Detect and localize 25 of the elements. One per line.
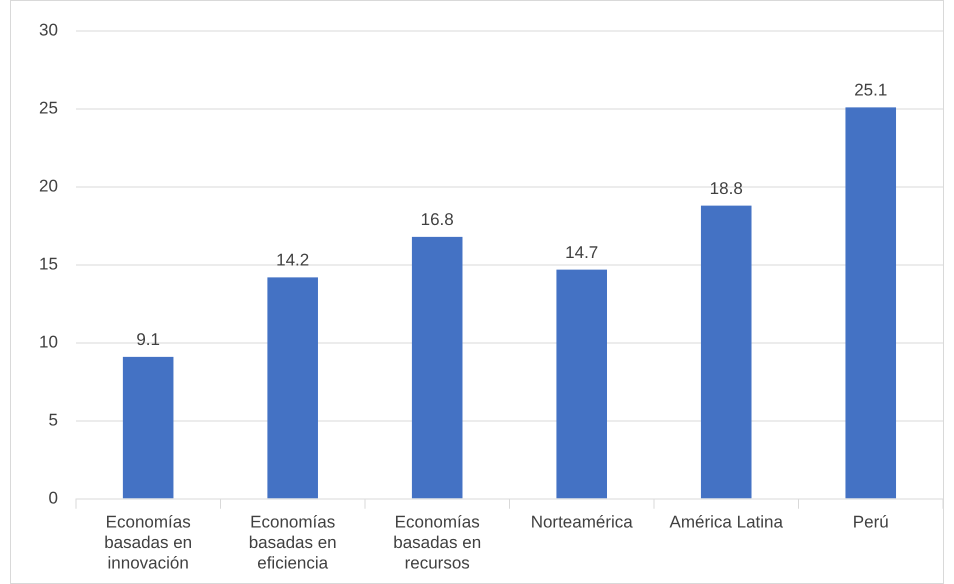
data-label: 14.7 bbox=[565, 242, 598, 262]
bar bbox=[845, 107, 896, 498]
y-tick-label: 15 bbox=[38, 254, 58, 274]
x-tick-label: Economías basadas en innovación bbox=[104, 512, 192, 572]
data-label: 18.8 bbox=[710, 178, 743, 198]
y-tick-label: 5 bbox=[48, 410, 58, 430]
x-tick-label: Economías basadas en eficiencia bbox=[248, 512, 337, 572]
y-tick-label: 25 bbox=[38, 98, 58, 118]
x-tick-label: Economías basadas en recursos bbox=[393, 512, 482, 572]
data-label: 14.2 bbox=[276, 250, 310, 270]
x-tick-label: Perú bbox=[852, 512, 889, 532]
y-tick-label: 10 bbox=[38, 332, 58, 352]
bar bbox=[556, 270, 608, 498]
y-tick-label: 20 bbox=[38, 176, 58, 196]
bar bbox=[412, 236, 462, 498]
data-label: 25.1 bbox=[854, 80, 888, 100]
data-label: 9.1 bbox=[136, 330, 160, 350]
y-tick-label: 0 bbox=[48, 488, 58, 508]
x-tick-label: Norteamérica bbox=[530, 512, 634, 532]
bar bbox=[122, 356, 174, 498]
y-tick-label: 30 bbox=[38, 20, 58, 40]
x-tick-label: América Latina bbox=[670, 512, 784, 532]
bar bbox=[700, 206, 752, 498]
data-label: 16.8 bbox=[420, 210, 454, 230]
bar bbox=[267, 277, 318, 498]
